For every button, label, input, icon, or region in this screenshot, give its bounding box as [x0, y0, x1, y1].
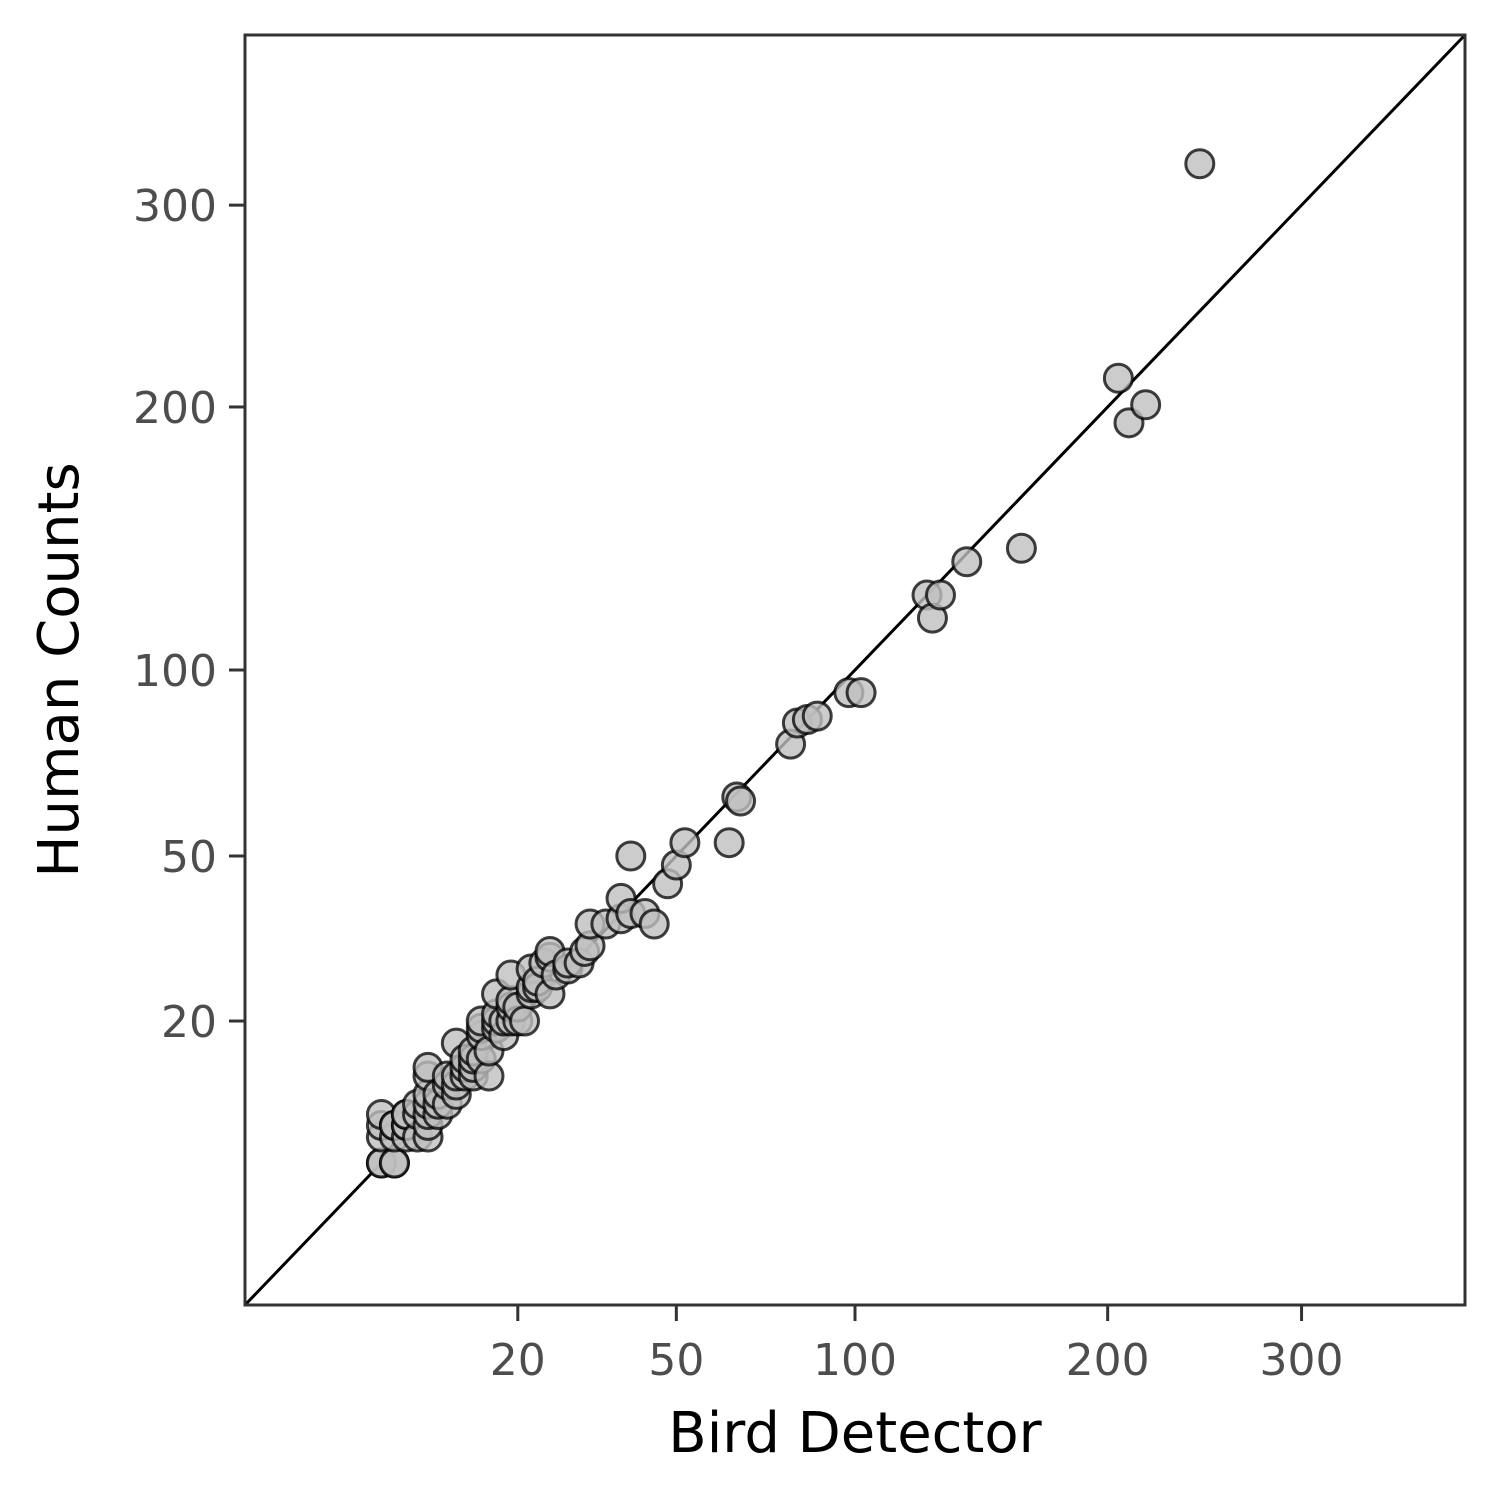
data-point [615, 840, 647, 872]
data-point [725, 785, 757, 817]
data-point [845, 677, 877, 709]
x-axis: 20 50 100 200 300 [490, 1305, 1344, 1386]
x-tick-label: 200 [1066, 1335, 1150, 1386]
data-point [378, 1147, 410, 1179]
y-tick-label: 20 [161, 997, 217, 1048]
y-tick-label: 300 [133, 181, 217, 232]
y-tick-label: 200 [133, 383, 217, 434]
data-point [713, 827, 745, 859]
x-tick-label: 50 [648, 1335, 704, 1386]
x-tick-label: 300 [1260, 1335, 1344, 1386]
x-axis-title: Bird Detector [668, 1401, 1042, 1466]
data-point [1005, 532, 1037, 564]
data-point [951, 546, 983, 578]
data-points [365, 148, 1216, 1179]
data-point [1130, 389, 1162, 421]
data-point [1184, 148, 1216, 180]
x-tick-label: 100 [813, 1335, 897, 1386]
plot-frame [243, 33, 1467, 1307]
data-point [509, 1005, 541, 1037]
x-tick-label: 20 [490, 1335, 546, 1386]
y-axis-title: Human Counts [27, 462, 92, 877]
y-tick-label: 100 [133, 646, 217, 697]
data-point [801, 700, 833, 732]
data-point [925, 579, 957, 611]
y-axis: 20 50 100 200 300 [133, 181, 245, 1048]
data-point [638, 908, 670, 940]
data-point [669, 827, 701, 859]
y-tick-label: 50 [161, 832, 217, 883]
data-point [1102, 362, 1134, 394]
